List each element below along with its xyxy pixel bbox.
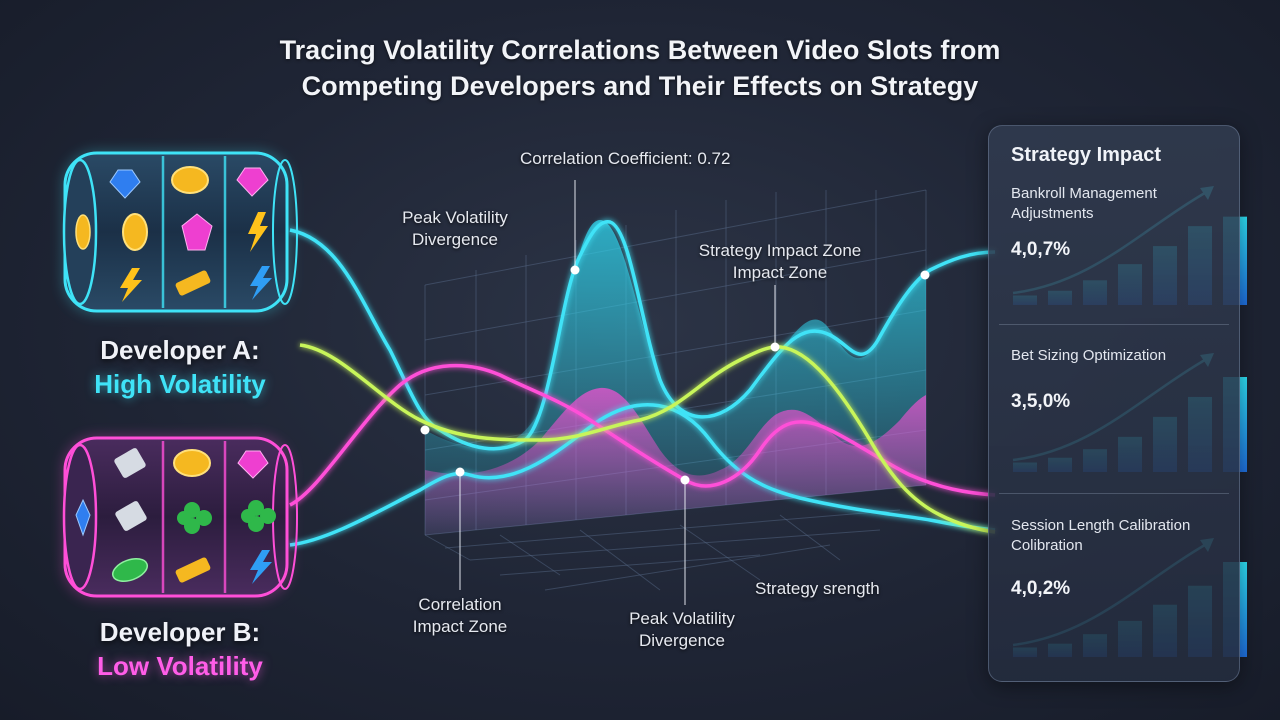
developer-b-volatility: Low Volatility xyxy=(97,651,263,681)
developer-a-name: Developer A: xyxy=(100,335,260,365)
title-line-2: Competing Developers and Their Effects o… xyxy=(301,71,979,101)
panel-divider xyxy=(999,493,1229,494)
item-value-bet-sizing: 3,5,0% xyxy=(1011,391,1071,412)
impact-zone-line-2: Impact Zone xyxy=(732,263,828,282)
panel-divider xyxy=(999,324,1229,325)
blue-lightning-icon xyxy=(250,550,272,584)
item-value-session-length: 4,0,2% xyxy=(1011,578,1071,599)
panel-title: Strategy Impact xyxy=(1011,144,1162,166)
item-name-session-length: Session Length Calibration Colibration xyxy=(1011,517,1191,554)
silver-bar-icon xyxy=(114,448,146,478)
gold-coin-icon xyxy=(75,214,91,250)
impact-zone-line-1: Strategy Impact Zone xyxy=(698,241,862,260)
item-value-bankroll: 4,0,7% xyxy=(1011,239,1071,260)
blue-gem-icon xyxy=(75,498,91,537)
reel-a xyxy=(62,150,298,315)
pink-gem-icon xyxy=(236,167,269,197)
gold-coin-icon xyxy=(173,449,211,477)
developer-b-curve xyxy=(289,363,996,507)
impact-zone-label: Strategy Impact Zone Impact Zone xyxy=(680,240,880,284)
developer-b-area xyxy=(425,387,926,535)
correlation-coefficient-label: Correlation Coefficient: 0.72 xyxy=(520,149,731,168)
pink-gem-icon xyxy=(181,213,213,251)
dot-pink-dip xyxy=(680,475,690,485)
correlation-impact-zone-label: Correlation Impact Zone xyxy=(412,595,508,636)
lightning-icon xyxy=(248,212,268,252)
marker-dots xyxy=(420,265,930,485)
strategy-impact-panel: Strategy Impact Bankroll Management Adju… xyxy=(988,125,1240,682)
clover-icon xyxy=(177,502,212,534)
green-gem-icon xyxy=(111,558,149,582)
dot-cyan-end xyxy=(920,270,930,280)
clover-icon xyxy=(241,500,276,532)
lightning-icon xyxy=(120,268,142,302)
silver-bar-icon xyxy=(115,501,147,531)
leader-lines xyxy=(459,180,776,605)
correlation-curve xyxy=(299,343,996,534)
developer-b-name: Developer B: xyxy=(99,617,261,647)
dot-divergence-left xyxy=(420,425,430,435)
peak-divergence-top-label: Peak Volatility Divergence xyxy=(402,208,508,249)
gold-coin-icon xyxy=(171,166,209,194)
developer-a-volatility: High Volatility xyxy=(94,369,266,399)
dot-correlation-zone xyxy=(455,467,465,477)
developer-b-label: Developer B: Low Volatility xyxy=(60,615,300,683)
dot-green-peak xyxy=(770,342,780,352)
item-name-bankroll: Bankroll Management Adjustments xyxy=(1011,185,1157,222)
gold-coin-icon xyxy=(122,213,148,251)
page-title: Tracing Volatility Correlations Between … xyxy=(0,32,1280,104)
strategy-strength-label: Strategy srength xyxy=(755,579,880,598)
gold-bar-icon xyxy=(175,557,211,583)
reel-b xyxy=(62,435,298,600)
pink-gem-icon xyxy=(237,450,269,479)
blue-lightning-icon xyxy=(250,266,272,300)
developer-a-curve xyxy=(289,220,996,547)
item-name-bet-sizing: Bet Sizing Optimization xyxy=(1011,347,1167,364)
developer-a-label: Developer A: High Volatility xyxy=(60,333,300,401)
blue-gem-icon xyxy=(109,169,141,199)
dot-peak-a xyxy=(570,265,580,275)
peak-divergence-bottom-label: Peak Volatility Divergence xyxy=(629,609,735,650)
gold-bar-icon xyxy=(175,270,211,296)
title-line-1: Tracing Volatility Correlations Between … xyxy=(279,35,1001,65)
